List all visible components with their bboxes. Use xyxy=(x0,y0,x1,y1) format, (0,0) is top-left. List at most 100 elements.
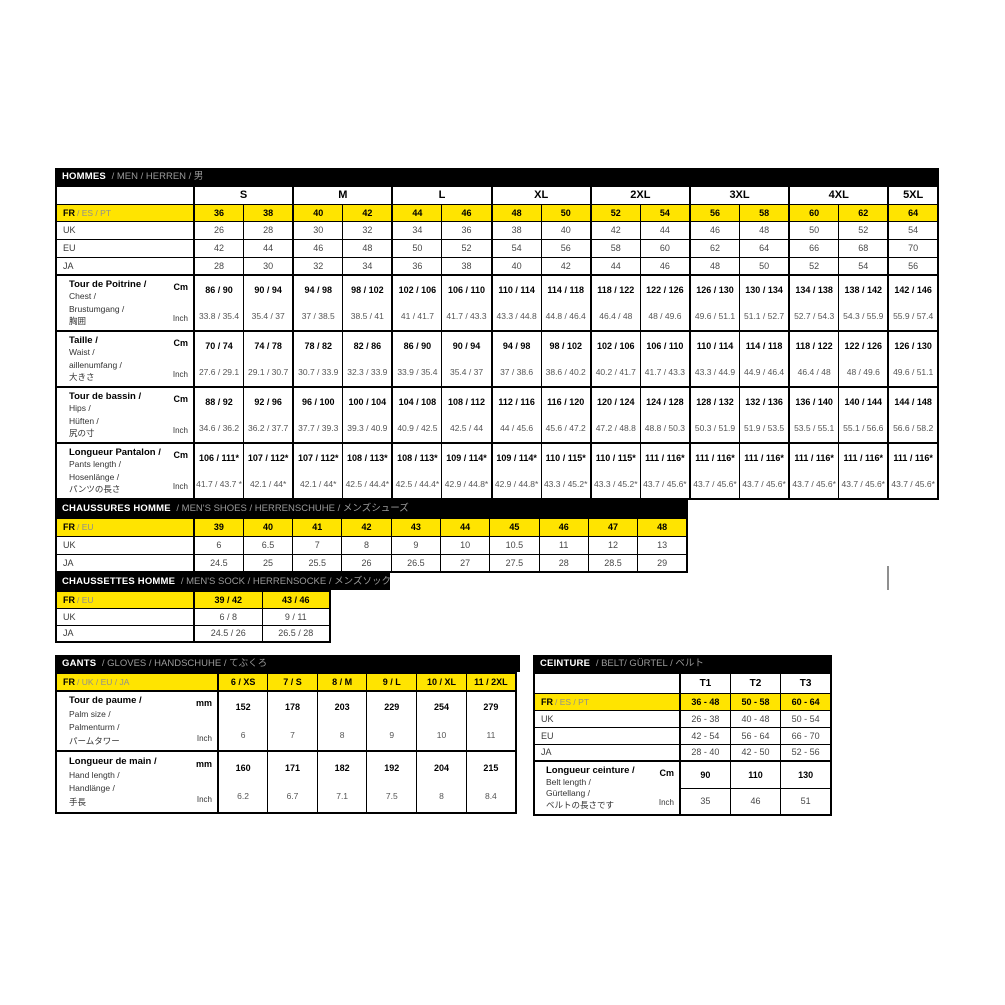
primary-value: 110 / 115* xyxy=(545,453,586,463)
measure-name-line: Hips / xyxy=(69,403,91,414)
shoes-subtitle: / MEN'S SHOES / HERRENSCHUHE / メンズシューズ xyxy=(176,503,409,514)
secondary-value: 51.1 / 52.7 xyxy=(743,311,785,321)
primary-value: 104 / 108 xyxy=(398,397,437,407)
shoes-row-ja: JA 24.5 25 25.5 26 26.5 27 27.5 28 28.5 29 xyxy=(55,553,688,573)
belt-row-label-ja: JA xyxy=(533,743,681,762)
primary-value: 130 / 134 xyxy=(745,285,783,295)
secondary-value: 43.7 / 45.6* xyxy=(841,479,885,489)
secondary-value: 48.8 / 50.3 xyxy=(644,423,685,433)
size-group-header: S xyxy=(192,185,294,205)
gloves-measure-cell: 182 7.1 xyxy=(316,750,368,814)
primary-value: 126 / 130 xyxy=(696,285,734,295)
hommes-measure-label: Longueur Pantalon / Pants length / Hosenlä… xyxy=(55,442,195,500)
measure-label-layout: Tour de paume / Palm size / Palmenturm / パー… xyxy=(63,693,217,750)
measure-units: Cm Inch xyxy=(173,279,190,327)
measure-name-line: aillenumfang / xyxy=(69,359,122,370)
hommes-uk-value: 40 xyxy=(540,220,592,240)
shoes-fr-value: 41 xyxy=(292,517,343,537)
primary-value: 182 xyxy=(334,763,350,773)
hommes-fr-value: 60 xyxy=(788,203,840,222)
hommes-size-group-row: S M L XL 2XL 3XL 4XL 5XL xyxy=(55,185,939,205)
hommes-measure-cell: 132 / 136 51.9 / 53.5 xyxy=(739,386,790,444)
primary-value: 114 / 118 xyxy=(745,341,783,351)
hommes-fr-value: 38 xyxy=(243,203,294,222)
hommes-measure-cell: 102 / 106 41 / 41.7 xyxy=(391,274,443,332)
hommes-measure-label: Taille / Waist / aillenumfang / 大きさ Cm Inch xyxy=(55,330,195,388)
shoes-fr-value: 42 xyxy=(341,517,392,537)
hommes-measure-cell: 86 / 90 33.8 / 35.4 xyxy=(193,274,245,332)
primary-value: 86 / 90 xyxy=(403,341,432,351)
shoes-ja-value: 26.5 xyxy=(390,553,441,573)
hommes-uk-value: 48 xyxy=(739,220,790,240)
measure-name-line: Palm size / xyxy=(69,708,111,719)
primary-value: 203 xyxy=(334,702,350,712)
secondary-value: 34.6 / 36.2 xyxy=(198,423,240,433)
hommes-measure-cell: 110 / 114 43.3 / 44.9 xyxy=(688,330,741,388)
belt-row-eu: EU 42 - 54 56 - 64 66 - 70 xyxy=(533,726,832,745)
belt-row-fr: FR / ES / PT 36 - 48 50 - 58 60 - 64 xyxy=(533,692,832,711)
socks-row-label-uk: UK xyxy=(55,607,195,626)
hommes-measure-cell: 114 / 118 44.9 / 46.4 xyxy=(739,330,790,388)
secondary-value: 51.9 / 53.5 xyxy=(743,423,785,433)
primary-value: 116 / 120 xyxy=(547,397,585,407)
hommes-fr-value: 36 xyxy=(193,203,245,222)
socks-uk-value: 6 / 8 xyxy=(193,607,263,626)
shoes-row-label-uk: UK xyxy=(55,535,195,555)
belt-eu-value: 56 - 64 xyxy=(729,726,782,745)
hommes-measure-cell: 140 / 144 55.1 / 56.6 xyxy=(838,386,889,444)
secondary-value: 43.3 / 44.9 xyxy=(694,367,736,377)
belt-row-uk: UK 26 - 38 40 - 48 50 - 54 xyxy=(533,709,832,728)
shoes-fr-value: 43 xyxy=(390,517,441,537)
hommes-measure-cell: 102 / 106 40.2 / 41.7 xyxy=(589,330,641,388)
belt-header-bar: CEINTURE / BELT/ GÜRTEL / ベルト xyxy=(533,655,832,672)
shoes-row-fr: FR / EU 39 40 41 42 43 44 45 46 47 48 xyxy=(55,517,688,537)
primary-value: 122 / 126 xyxy=(844,341,883,351)
secondary-value: 29.1 / 30.7 xyxy=(248,367,289,377)
socks-header-bar: CHAUSSETTES HOMME / MEN'S SOCK / HERRENS… xyxy=(55,573,390,590)
measure-name-line: Hosenlänge / xyxy=(69,471,120,482)
row-label: FR xyxy=(63,677,75,687)
hommes-row-ja: JA 28 30 32 34 36 38 40 42 44 46 48 50 52 54 56 xyxy=(55,256,939,276)
socks-size-table-section: CHAUSSETTES HOMME / MEN'S SOCK / HERRENS… xyxy=(55,573,390,643)
primary-value: 107 / 112* xyxy=(297,453,339,463)
size-group-header: L xyxy=(391,185,493,205)
hommes-uk-value: 46 xyxy=(688,220,741,240)
unit-bottom: Inch xyxy=(196,734,212,743)
unit-bottom: Inch xyxy=(172,314,188,323)
hommes-uk-value: 52 xyxy=(838,220,889,240)
shoes-uk-value: 7 xyxy=(292,535,343,555)
hommes-measure-cell: 111 / 116* 43.7 / 45.6* xyxy=(887,442,939,500)
hommes-ja-value: 44 xyxy=(589,256,641,276)
primary-value: 108 / 113* xyxy=(397,453,438,463)
belt-length-cm-value: 130 xyxy=(780,760,832,789)
measure-name-lines: Tour de bassin / Hips / Hüften / 尻の寸 xyxy=(69,391,141,439)
hommes-measure-cell: 128 / 132 50.3 / 51.9 xyxy=(688,386,741,444)
hommes-eu-value: 58 xyxy=(589,238,641,258)
secondary-value: 27.6 / 29.1 xyxy=(198,367,240,377)
belt-length-inch-row: 35 46 51 xyxy=(534,787,832,816)
hommes-fr-value: 62 xyxy=(838,203,889,222)
hommes-uk-value: 26 xyxy=(193,220,245,240)
secondary-value: 46.4 / 48 xyxy=(797,367,831,377)
measure-name-line: Palmenturm / xyxy=(69,722,120,733)
primary-value: 88 / 92 xyxy=(205,397,233,407)
secondary-value: 10 xyxy=(436,730,447,740)
primary-value: 70 / 74 xyxy=(205,341,233,351)
row-label-secondary: / EU xyxy=(77,522,94,533)
hommes-measure-cell: 114 / 118 44.8 / 46.4 xyxy=(540,274,592,332)
shoes-uk-value: 6.5 xyxy=(242,535,294,555)
unit-bottom: Inch xyxy=(658,798,674,807)
secondary-value: 32.3 / 33.9 xyxy=(347,367,388,377)
hommes-ja-value: 50 xyxy=(739,256,790,276)
primary-value: 94 / 98 xyxy=(304,285,332,295)
measure-name-lines: Taille / Waist / aillenumfang / 大きさ xyxy=(69,335,122,383)
row-label: FR xyxy=(63,522,75,533)
hommes-measure-cell: 120 / 124 47.2 / 48.8 xyxy=(589,386,641,444)
shoes-fr-value: 46 xyxy=(538,517,589,537)
primary-value: 178 xyxy=(284,702,300,712)
primary-value: 279 xyxy=(483,702,499,712)
socks-title: CHAUSSETTES HOMME xyxy=(62,576,176,587)
unit-bottom: Inch xyxy=(196,795,212,804)
row-label: FR xyxy=(541,696,553,707)
